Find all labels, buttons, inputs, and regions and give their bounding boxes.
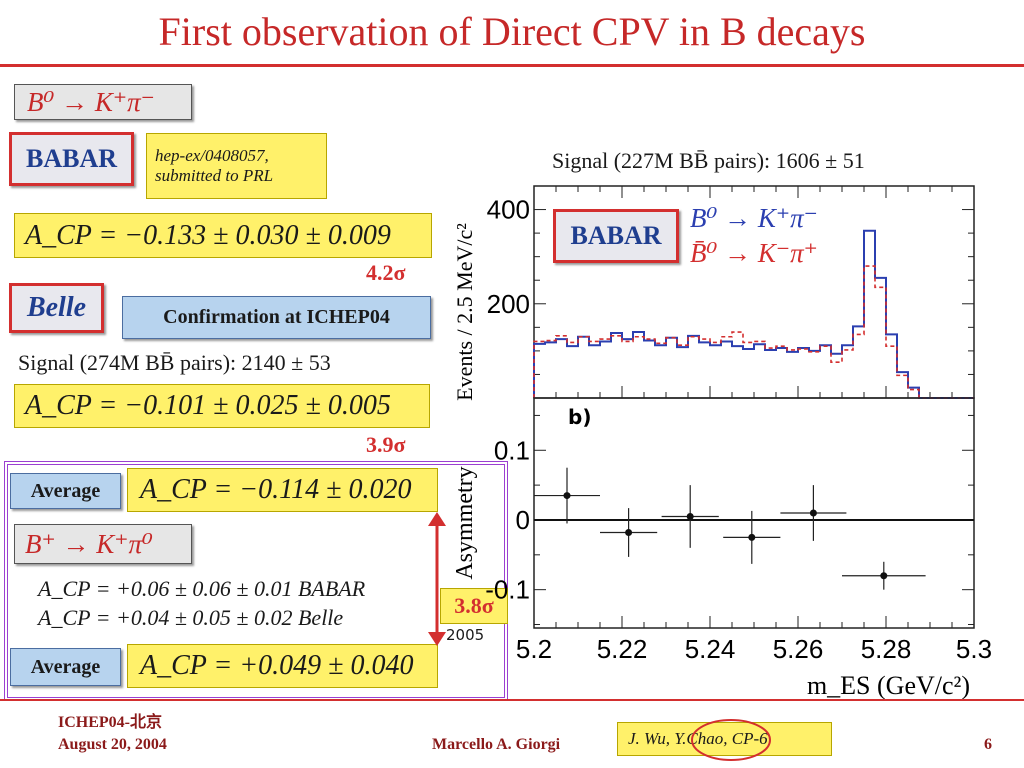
highlight-ellipse-icon — [691, 719, 771, 761]
reference-box: hep-ex/0408057, submitted to PRL — [146, 133, 327, 199]
x-tick-label: 5.3 — [956, 634, 992, 664]
kpi0-babar-acp: A_CP = +0.06 ± 0.06 ± 0.01 BABAR — [38, 576, 366, 601]
decay-bplus-kpi0: B⁺ → K⁺π⁰ — [25, 528, 153, 559]
asym-point — [809, 509, 817, 517]
slide-title: First observation of Direct CPV in B dec… — [158, 9, 866, 54]
babar-significance: 4.2σ — [366, 260, 406, 285]
footer-rule — [0, 699, 1024, 701]
footer-date: August 20, 2004 — [58, 736, 167, 753]
x-tick-label: 5.22 — [597, 634, 648, 664]
asym-point — [563, 492, 571, 500]
title-rule — [0, 64, 1024, 67]
kpi0-belle-acp: A_CP = +0.04 ± 0.05 ± 0.02 Belle — [38, 605, 344, 630]
asym-point — [686, 512, 694, 520]
reference-line-1: hep-ex/0408057, — [155, 146, 269, 165]
difference-year: 2005 — [446, 626, 485, 644]
average2-acp: A_CP = +0.049 ± 0.040 — [140, 650, 414, 681]
reference-line-2: submitted to PRL — [155, 166, 274, 185]
average-acp: A_CP = −0.114 ± 0.020 — [140, 474, 412, 505]
footer-page-number: 6 — [984, 736, 992, 753]
legend-b0: B⁰ → K⁺π⁻ — [690, 203, 818, 233]
belle-logo: Belle — [9, 283, 104, 333]
decay-b0-kpi-box: B⁰ → K⁺π⁻ — [14, 84, 192, 120]
babar-logo: BABAR — [9, 132, 134, 186]
average-label-2: Average — [10, 648, 121, 686]
difference-sigma: 3.8σ — [454, 593, 494, 618]
b0-histogram — [533, 229, 974, 399]
babar-acp: A_CP = −0.133 ± 0.030 ± 0.009 — [25, 219, 391, 251]
average2-acp-box: A_CP = +0.049 ± 0.040 — [127, 644, 438, 688]
footer-conference: ICHEP04-北京 — [58, 714, 163, 731]
babar-acp-box: A_CP = −0.133 ± 0.030 ± 0.009 — [14, 213, 432, 258]
difference-sigma-box: 3.8σ — [440, 588, 508, 624]
asym-point — [748, 533, 756, 541]
average-label-1: Average — [10, 473, 121, 509]
x-axis-label: m_ES (GeV/c²) — [807, 671, 970, 700]
x-tick-label: 5.2 — [516, 634, 552, 664]
average-acp-box: A_CP = −0.114 ± 0.020 — [127, 468, 438, 512]
bottom-y-tick-label: -0.1 — [485, 575, 530, 605]
belle-signal: Signal (274M BB̄ pairs): 2140 ± 53 — [18, 350, 331, 375]
footer-credit-box: J. Wu, Y.Chao, CP-6 — [617, 722, 832, 756]
bottom-y-tick-label: 0.1 — [494, 435, 530, 465]
difference-arrow-icon — [428, 512, 446, 646]
decay-bplus-kpi0-box: B⁺ → K⁺π⁰ — [14, 524, 192, 564]
top-y-tick-label: 400 — [487, 195, 530, 225]
confirmation-box: Confirmation at ICHEP04 — [122, 296, 431, 339]
bottom-panel-frame — [533, 397, 975, 629]
belle-acp: A_CP = −0.101 ± 0.025 ± 0.005 — [25, 390, 391, 421]
top-y-axis-label: Events / 2.5 MeV/c² — [452, 223, 477, 401]
asym-point — [880, 572, 888, 580]
plot-babar-logo: BABAR — [553, 209, 679, 263]
asym-point — [625, 529, 633, 537]
legend-b0bar: B̄⁰ → K⁻π⁺ — [690, 238, 818, 268]
top-y-tick-label: 200 — [487, 289, 530, 319]
asymmetry-panel: 5.2 5.22 5.24 5.26 5.28 5.3 -0.1 0 0.1 Asymmetry m… — [452, 397, 992, 700]
bottom-y-axis-label: Asymmetry — [452, 466, 478, 579]
decay-b0-kpi: B⁰ → K⁺π⁻ — [27, 86, 155, 117]
belle-acp-box: A_CP = −0.101 ± 0.025 ± 0.005 — [14, 384, 430, 428]
footer-author: Marcello A. Giorgi — [432, 736, 561, 753]
belle-significance: 3.9σ — [366, 432, 406, 457]
b0bar-histogram — [533, 265, 974, 399]
x-tick-label: 5.28 — [861, 634, 912, 664]
babar-signal: Signal (227M BB̄ pairs): 1606 ± 51 — [552, 148, 865, 173]
footer-credit: J. Wu, Y.Chao, CP-6 — [628, 729, 768, 748]
panel-b-label: b) — [568, 405, 591, 429]
x-tick-label: 5.26 — [773, 634, 824, 664]
x-tick-label: 5.24 — [685, 634, 736, 664]
bottom-y-tick-label: 0 — [516, 505, 530, 535]
